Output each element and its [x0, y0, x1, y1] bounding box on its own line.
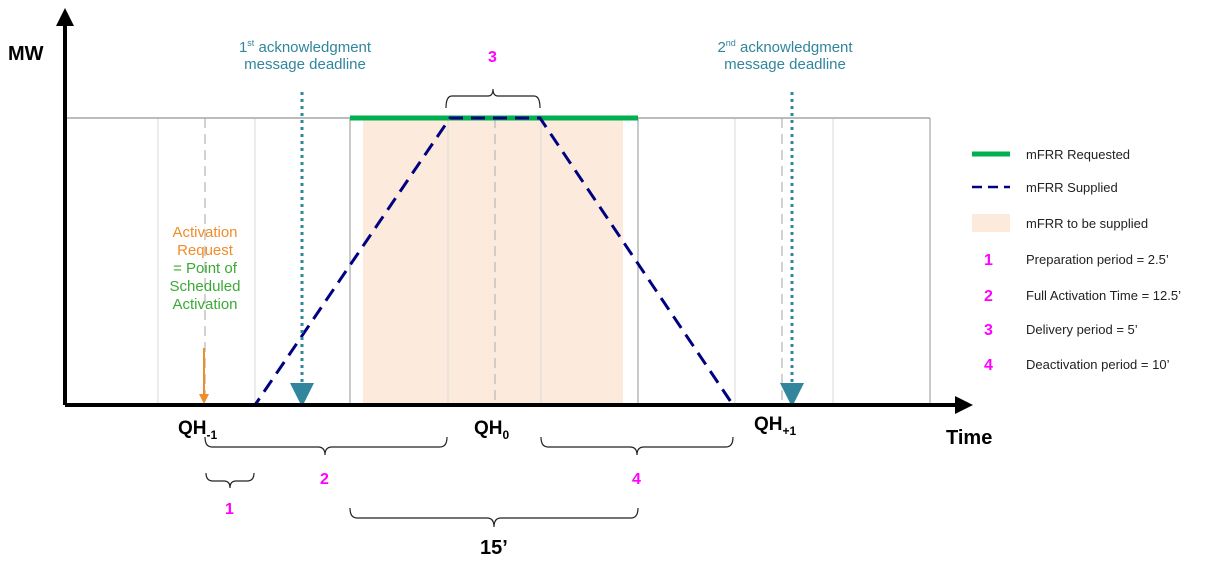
period-marker-2: 2	[320, 471, 329, 488]
activation-request-label: Activation Request = Point of Scheduled …	[150, 224, 260, 314]
legend-label-supplied: mFRR Supplied	[1026, 180, 1118, 195]
legend-label-preparation: Preparation period = 2.5’	[1026, 252, 1169, 267]
activation-line2: Request	[177, 242, 233, 259]
period-braces	[204, 88, 734, 528]
legend-num-1: 1	[984, 252, 993, 269]
legend-num-3: 3	[984, 322, 993, 339]
activation-line3: = Point of	[173, 260, 237, 277]
legend-num-2: 2	[984, 288, 993, 305]
duration-15-label: 15’	[480, 537, 508, 559]
legend-label-deactivation: Deactivation period = 10’	[1026, 357, 1170, 372]
to-be-supplied-area	[363, 118, 623, 405]
period-marker-1: 1	[225, 501, 234, 518]
ack2-line1: 2nd acknowledgment	[717, 38, 853, 56]
legend-swatch-to-be-supplied	[972, 214, 1010, 232]
activation-line4: Scheduled	[169, 278, 241, 295]
brace-15min	[349, 507, 639, 528]
qh-minus1-label: QH-1	[178, 418, 217, 442]
x-axis-label: Time	[946, 427, 992, 449]
qh-0-label: QH0	[474, 418, 510, 442]
legend: mFRR Requested mFRR Supplied mFRR to be …	[972, 147, 1181, 374]
y-axis-label: MW	[8, 43, 44, 65]
ack2-deadline-label: 2nd acknowledgment message deadline	[685, 38, 885, 74]
qh-plus1-label: QH+1	[754, 414, 797, 438]
ack1-line1: 1st acknowledgment	[238, 38, 372, 56]
brace-delivery	[445, 88, 541, 109]
activation-line5: Activation	[172, 296, 238, 313]
period-marker-4: 4	[632, 471, 641, 488]
period-marker-3: 3	[488, 49, 497, 66]
legend-label-full-activation: Full Activation Time = 12.5’	[1026, 288, 1181, 303]
minute-grid	[157, 118, 834, 405]
ack1-deadline-label: 1st acknowledgment message deadline	[205, 38, 405, 74]
brace-preparation	[205, 472, 255, 489]
legend-label-to-be-supplied: mFRR to be supplied	[1026, 216, 1148, 231]
legend-label-delivery: Delivery period = 5’	[1026, 322, 1138, 337]
legend-label-requested: mFRR Requested	[1026, 147, 1130, 162]
brace-deactivation	[540, 436, 734, 456]
ack2-line2: message deadline	[724, 56, 846, 74]
legend-num-4: 4	[984, 357, 993, 374]
brace-full-activation	[204, 436, 448, 456]
axes	[56, 8, 973, 414]
ack1-line2: message deadline	[244, 56, 366, 74]
activation-line1: Activation	[172, 224, 238, 241]
